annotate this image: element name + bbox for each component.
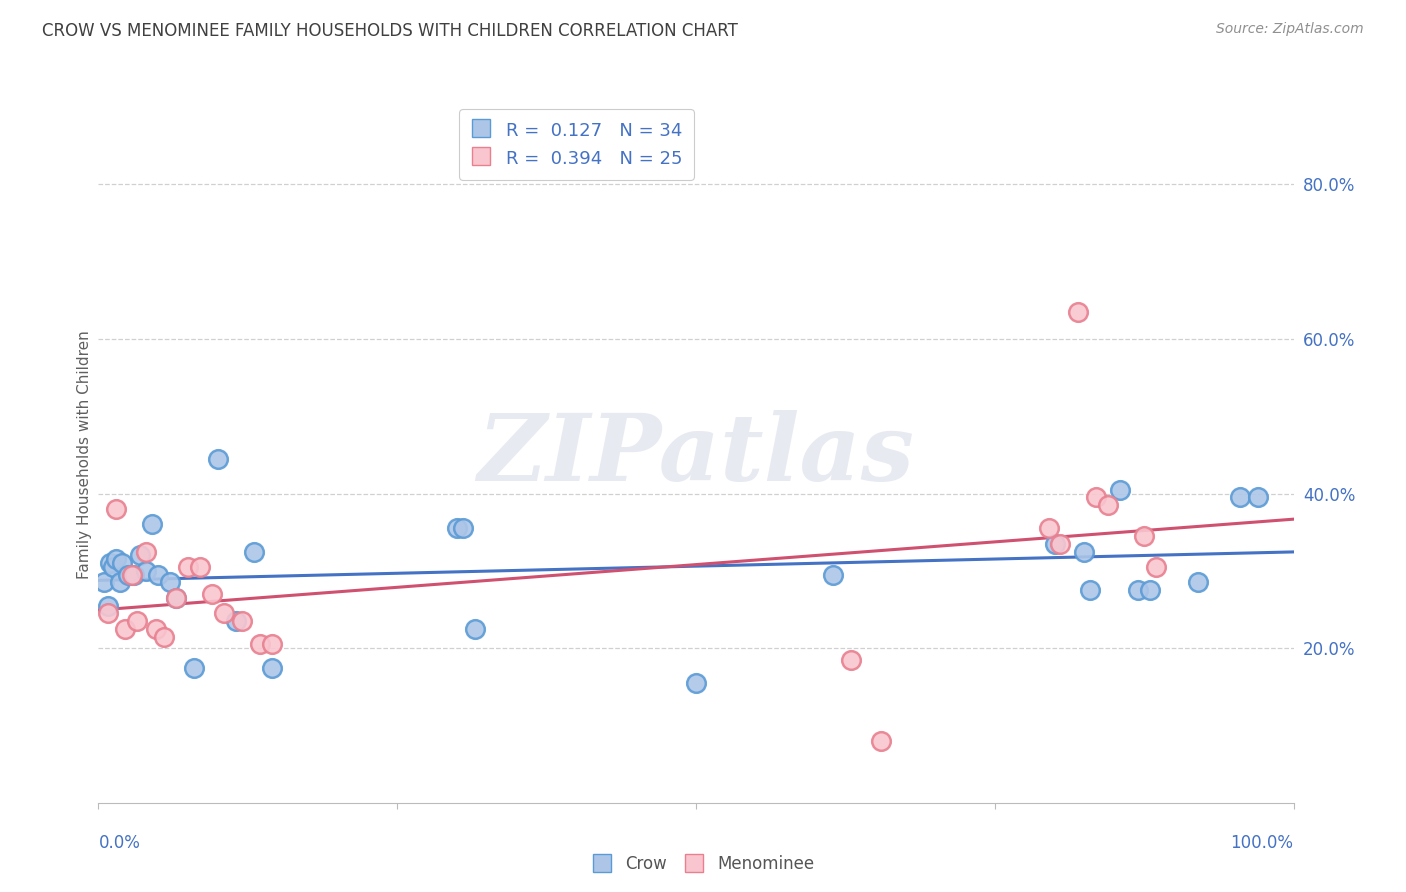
Point xyxy=(451,521,474,535)
Legend: Crow, Menominee: Crow, Menominee xyxy=(585,848,821,880)
Point xyxy=(135,544,157,558)
Point xyxy=(124,567,146,582)
Y-axis label: Family Households with Children: Family Households with Children xyxy=(77,331,91,579)
Point xyxy=(108,575,131,590)
Point xyxy=(121,567,143,582)
Text: 100.0%: 100.0% xyxy=(1230,834,1294,852)
Point xyxy=(446,521,468,535)
Point xyxy=(201,587,224,601)
Point xyxy=(1128,583,1150,598)
Point xyxy=(1187,575,1209,590)
Point xyxy=(93,575,115,590)
Point xyxy=(260,637,283,651)
Point xyxy=(153,630,176,644)
Point xyxy=(114,622,136,636)
Point xyxy=(823,567,845,582)
Point xyxy=(97,607,120,621)
Point xyxy=(105,552,128,566)
Point xyxy=(101,560,124,574)
Point xyxy=(231,614,253,628)
Point xyxy=(135,564,157,578)
Point xyxy=(183,660,205,674)
Point xyxy=(1085,491,1108,505)
Point xyxy=(97,599,120,613)
Point xyxy=(243,544,266,558)
Point xyxy=(141,517,163,532)
Point xyxy=(839,653,862,667)
Point xyxy=(125,614,148,628)
Text: 0.0%: 0.0% xyxy=(98,834,141,852)
Legend: R =  0.127   N = 34, R =  0.394   N = 25: R = 0.127 N = 34, R = 0.394 N = 25 xyxy=(460,109,693,179)
Point xyxy=(1043,537,1066,551)
Point xyxy=(117,567,139,582)
Point xyxy=(207,451,229,466)
Point xyxy=(105,502,128,516)
Point xyxy=(685,676,707,690)
Point xyxy=(98,556,122,570)
Point xyxy=(464,622,486,636)
Point xyxy=(249,637,271,651)
Point xyxy=(148,567,170,582)
Point xyxy=(1073,544,1095,558)
Text: ZIPatlas: ZIPatlas xyxy=(478,410,914,500)
Point xyxy=(1097,498,1119,512)
Point xyxy=(1139,583,1161,598)
Point xyxy=(1144,560,1167,574)
Point xyxy=(1246,491,1268,505)
Point xyxy=(177,560,200,574)
Point xyxy=(1067,305,1090,319)
Text: Source: ZipAtlas.com: Source: ZipAtlas.com xyxy=(1216,22,1364,37)
Point xyxy=(129,549,152,563)
Point xyxy=(212,607,235,621)
Point xyxy=(870,734,893,748)
Point xyxy=(165,591,187,605)
Point xyxy=(159,575,181,590)
Point xyxy=(111,556,134,570)
Point xyxy=(1049,537,1071,551)
Point xyxy=(1038,521,1060,535)
Point xyxy=(188,560,211,574)
Point xyxy=(165,591,187,605)
Point xyxy=(260,660,283,674)
Point xyxy=(1109,483,1132,497)
Point xyxy=(1133,529,1156,543)
Point xyxy=(225,614,247,628)
Point xyxy=(1080,583,1102,598)
Point xyxy=(145,622,167,636)
Point xyxy=(1229,491,1251,505)
Text: CROW VS MENOMINEE FAMILY HOUSEHOLDS WITH CHILDREN CORRELATION CHART: CROW VS MENOMINEE FAMILY HOUSEHOLDS WITH… xyxy=(42,22,738,40)
